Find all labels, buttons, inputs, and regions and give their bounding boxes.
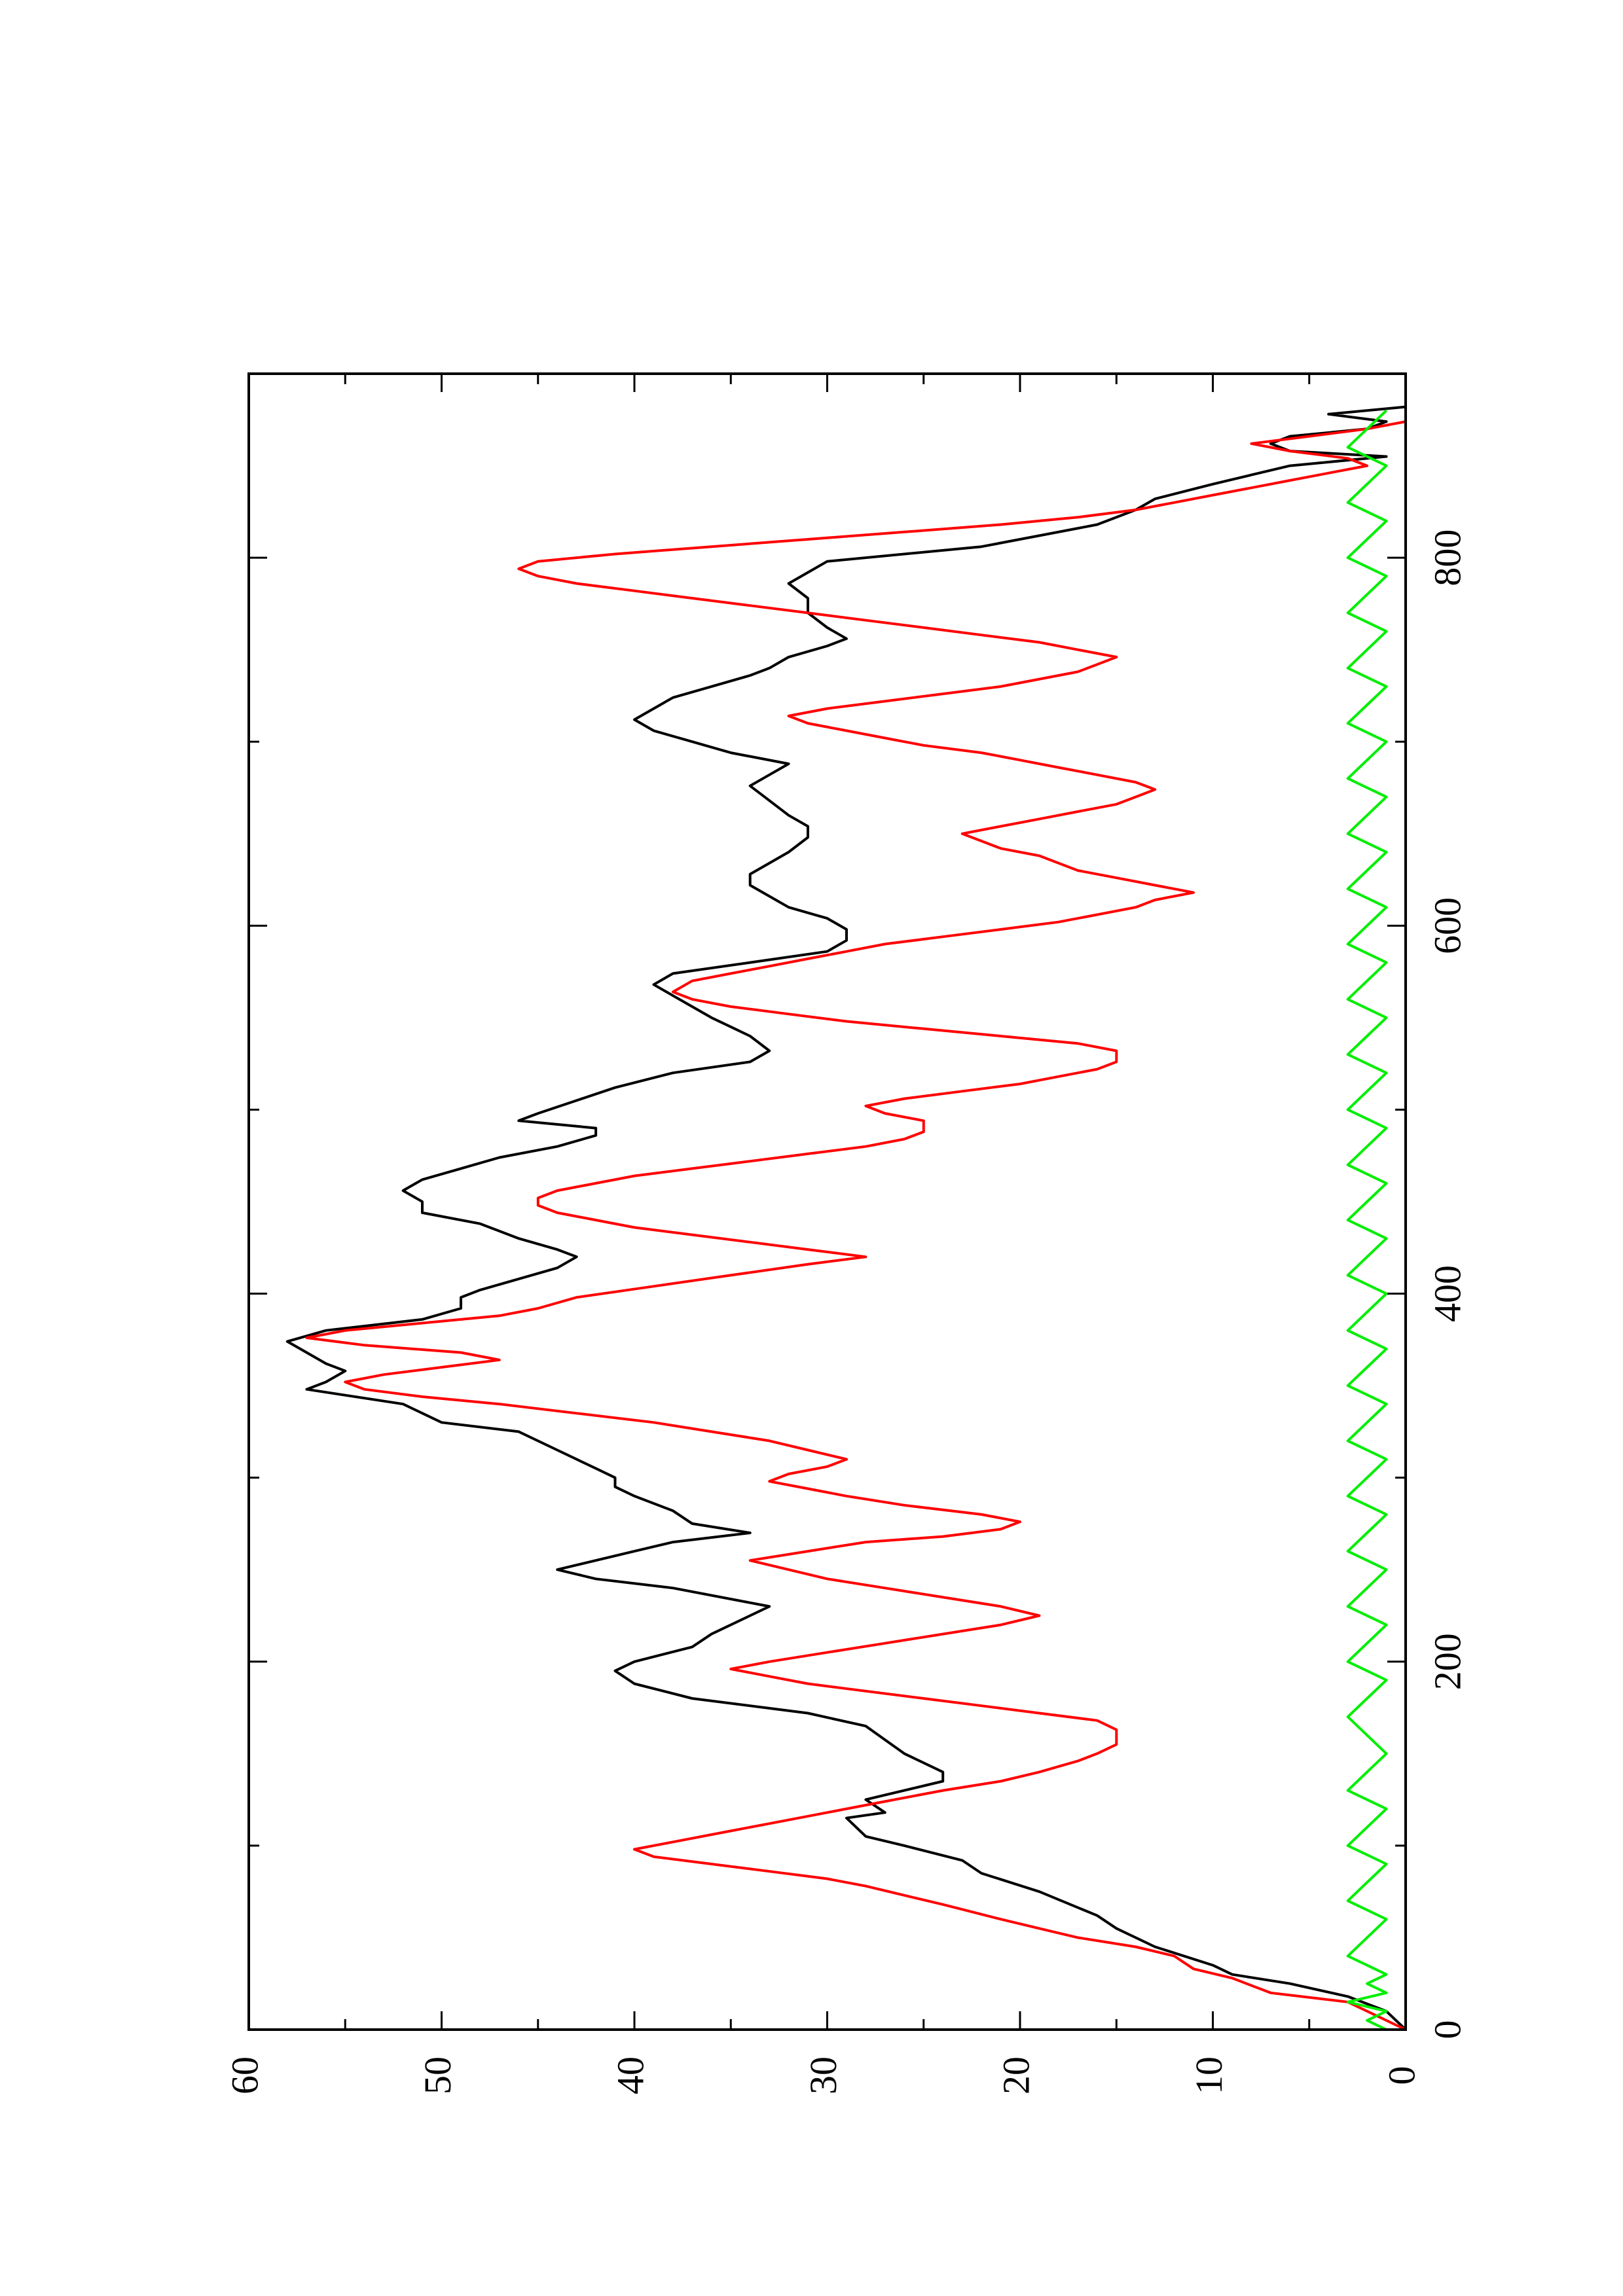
x-tick-label: 0 — [1426, 2020, 1468, 2039]
x-tick-label: 200 — [1426, 1633, 1468, 1690]
y-tick-label: 20 — [994, 2056, 1037, 2094]
y-tick-label: 60 — [223, 2056, 266, 2094]
y-tick-label: 0 — [1380, 2066, 1423, 2085]
x-tick-label: 800 — [1426, 529, 1468, 586]
x-tick-label: 400 — [1426, 1265, 1468, 1322]
y-tick-label: 50 — [416, 2056, 459, 2094]
plot-area: 0 200 400 600 800 0 10 20 30 40 50 60 — [223, 374, 1468, 2094]
series-line-1 — [305, 420, 1406, 2031]
y-tick-label: 30 — [802, 2056, 845, 2094]
series-line-2 — [1346, 409, 1388, 2031]
series-line-0 — [285, 405, 1407, 2031]
y-tick-label: 10 — [1188, 2056, 1230, 2094]
y-tick-label: 40 — [609, 2056, 651, 2094]
x-tick-label: 600 — [1426, 897, 1468, 954]
plot-frame — [247, 372, 1407, 2031]
